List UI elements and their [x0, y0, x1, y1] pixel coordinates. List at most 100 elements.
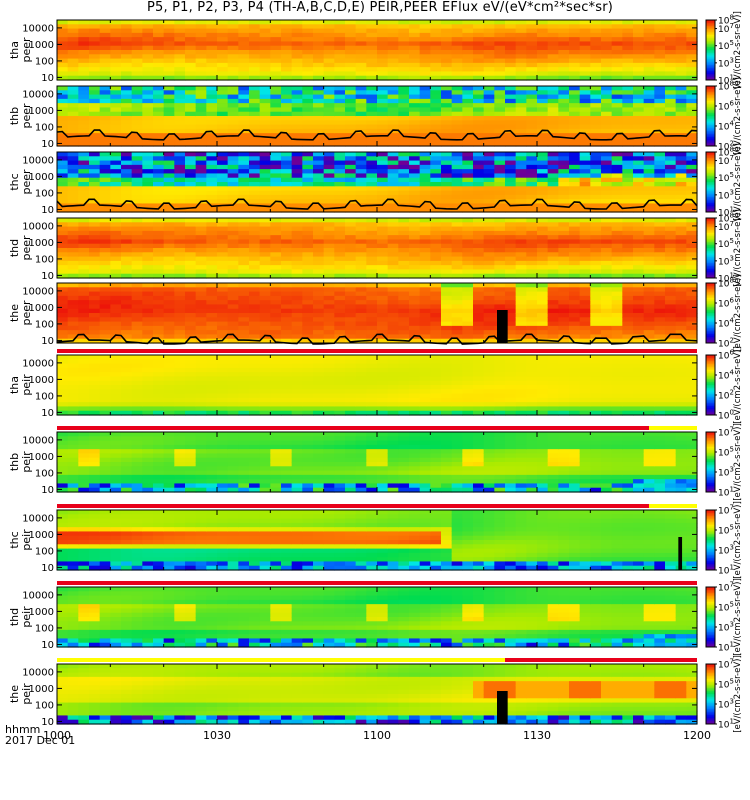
heatmap-cell — [355, 235, 367, 241]
heatmap-cell — [259, 218, 271, 223]
heatmap-cell — [462, 120, 474, 126]
heatmap-cell — [505, 141, 517, 147]
heatmap-cell — [323, 141, 335, 147]
heatmap-cell — [558, 190, 570, 196]
heatmap-cell — [611, 62, 623, 68]
heatmap-cell — [302, 269, 314, 275]
heatmap-cell — [163, 137, 175, 143]
heatmap-cell — [110, 410, 122, 416]
heatmap-cell — [611, 164, 623, 170]
heatmap-cell — [654, 71, 666, 77]
heatmap-cell — [377, 287, 389, 293]
heatmap-cell — [622, 308, 634, 314]
heatmap-cell — [281, 207, 293, 213]
heatmap-cell — [526, 62, 538, 68]
heatmap-cell — [57, 252, 69, 258]
heatmap-cell — [163, 156, 175, 162]
heatmap-cell — [270, 67, 282, 73]
heatmap-cell — [441, 45, 453, 51]
heatmap-cell — [206, 410, 218, 416]
heatmap-cell — [665, 37, 677, 43]
heatmap-cell — [131, 141, 143, 147]
heatmap-cell — [473, 116, 485, 121]
heatmap-cell — [227, 325, 239, 331]
heatmap-cell — [377, 141, 389, 147]
heatmap-cell — [505, 313, 517, 318]
heatmap-cell — [494, 86, 506, 91]
heatmap-cell — [142, 239, 154, 245]
heatmap-cell — [377, 152, 389, 157]
heatmap-cell — [78, 321, 90, 327]
heatmap-cell — [227, 94, 239, 100]
heatmap-cell — [654, 243, 666, 249]
heatmap-cell — [622, 160, 634, 166]
heatmap-cell — [110, 37, 122, 43]
heatmap-cell — [131, 269, 143, 275]
colorbar-segment — [706, 114, 715, 117]
heatmap-cell — [163, 313, 175, 318]
heatmap-cell — [494, 291, 506, 297]
heatmap-cell — [643, 308, 655, 314]
heatmap-cell — [227, 20, 239, 25]
heatmap-cell — [675, 28, 687, 34]
heatmap-cell — [473, 308, 485, 314]
heatmap-cell — [174, 283, 186, 288]
heatmap-cell — [366, 218, 378, 223]
heatmap-cell — [462, 338, 474, 344]
heatmap-cell — [89, 359, 101, 365]
heatmap-cell — [249, 120, 261, 126]
heatmap-cell — [302, 243, 314, 249]
heatmap-cell — [419, 317, 431, 323]
heatmap-cell — [323, 169, 335, 175]
heatmap-cell — [547, 182, 559, 187]
heatmap-cell — [473, 50, 485, 55]
heatmap-cell — [441, 313, 453, 318]
heatmap-cell — [441, 141, 453, 147]
heatmap-cell — [633, 98, 645, 104]
heatmap-cell — [398, 291, 410, 297]
heatmap-cell — [174, 359, 186, 365]
heatmap-cell — [622, 98, 634, 104]
heatmap-cell — [270, 334, 282, 340]
heatmap-cell — [569, 269, 581, 275]
heatmap-cell — [441, 124, 453, 130]
colorbar-segment — [706, 48, 715, 51]
heatmap-cell — [611, 239, 623, 245]
heatmap-cell — [345, 186, 357, 192]
heatmap-cell — [217, 402, 229, 408]
heatmap-cell — [57, 330, 69, 336]
heatmap-cell — [462, 177, 474, 183]
heatmap-cell — [78, 226, 90, 232]
heatmap-cell — [505, 295, 517, 301]
heatmap-cell — [494, 128, 506, 134]
heatmap-cell — [238, 169, 250, 175]
heatmap-cell — [526, 330, 538, 336]
heatmap-cell — [89, 58, 101, 64]
heatmap-cell — [174, 75, 186, 81]
heatmap-cell — [569, 283, 581, 288]
heatmap-cell — [419, 103, 431, 109]
colorbar-segment — [706, 201, 715, 204]
heatmap-cell — [302, 207, 314, 213]
heatmap-cell — [345, 169, 357, 175]
heatmap-cell — [366, 152, 378, 157]
heatmap-cell — [441, 169, 453, 175]
heatmap-cell — [483, 182, 495, 187]
heatmap-cell — [281, 334, 293, 340]
heatmap-cell — [206, 90, 218, 96]
heatmap-cell — [302, 71, 314, 77]
heatmap-cell — [67, 173, 79, 179]
heatmap-cell — [99, 186, 111, 192]
heatmap-cell — [686, 218, 698, 223]
heatmap-cell — [451, 75, 463, 81]
heatmap-cell — [537, 156, 549, 162]
heatmap-cell — [387, 203, 399, 209]
heatmap-cell — [675, 54, 687, 60]
heatmap-cell — [270, 330, 282, 336]
heatmap-cell — [89, 45, 101, 51]
heatmap-cell — [505, 182, 517, 187]
heatmap-cell — [110, 107, 122, 113]
heatmap-cell — [590, 152, 602, 157]
heatmap-cell — [419, 137, 431, 143]
heatmap-cell — [121, 313, 133, 318]
